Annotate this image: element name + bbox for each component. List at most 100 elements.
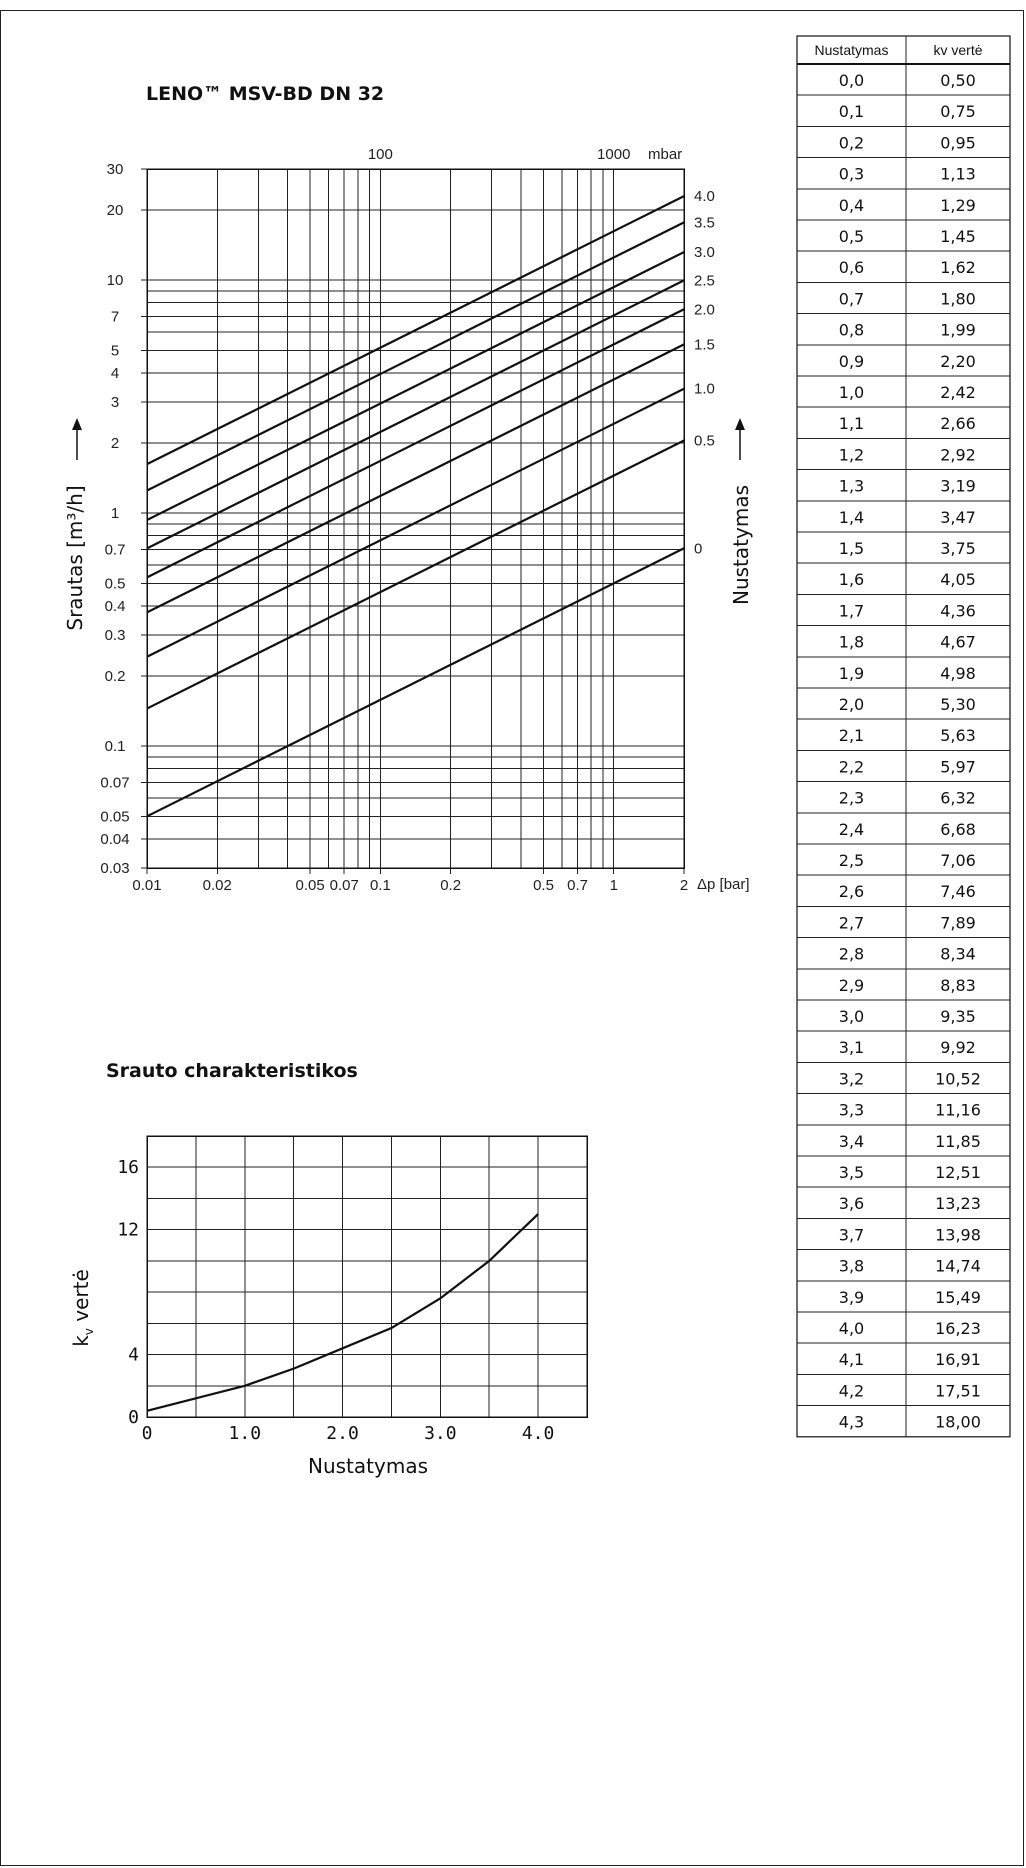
- table-cell: 1,7: [839, 601, 864, 620]
- table-cell: 2,66: [940, 414, 976, 433]
- top-tick-label: 1000: [597, 146, 630, 163]
- y-tick-label: 4: [128, 1345, 139, 1366]
- table-cell: 1,99: [940, 321, 976, 340]
- series-line: [146, 439, 685, 710]
- x-tick-label: 0.07: [330, 877, 359, 894]
- flow-chart-ticks: 0.01 0.02 0.05 0.07 0.1 0.2 0.5 0.7 1 2 100 1000 30 2…: [100, 146, 688, 894]
- table-cell: 2,4: [839, 820, 864, 839]
- table-cell: 17,51: [935, 1381, 981, 1400]
- table-cell: 2,0: [839, 695, 864, 714]
- table-cell: 0,7: [839, 289, 864, 308]
- table-cell: 1,80: [940, 289, 976, 308]
- table-cell: 5,63: [940, 726, 976, 745]
- y-tick-label: 4: [111, 365, 119, 382]
- table-cell: 3,0: [839, 1007, 864, 1026]
- table-cell: 2,9: [839, 976, 864, 995]
- series-label: 2.0: [694, 301, 715, 318]
- table-cell: 3,3: [839, 1101, 864, 1120]
- right-axis-arrow: [735, 418, 745, 460]
- x-tick-label: 0.5: [533, 877, 554, 894]
- table-cell: 2,6: [839, 882, 864, 901]
- y-tick-label: 2: [111, 435, 119, 452]
- x-tick-label: 0.7: [567, 877, 588, 894]
- y-tick-label: 30: [107, 161, 124, 178]
- x-tick-label: 0.2: [440, 877, 461, 894]
- y-tick-label: 0.5: [105, 575, 126, 592]
- table-cell: 2,3: [839, 789, 864, 808]
- series-label: 3.5: [694, 214, 715, 231]
- table-cell: 3,2: [839, 1069, 864, 1088]
- y-tick-label: 0.7: [105, 541, 126, 558]
- kv-curve: [146, 1213, 539, 1412]
- table-cell: 0,9: [839, 352, 864, 371]
- table-cell: 4,3: [839, 1413, 864, 1432]
- table-cell: 13,98: [935, 1225, 981, 1244]
- table-cell: 3,9: [839, 1288, 864, 1307]
- table-cell: 0,8: [839, 321, 864, 340]
- y-tick-label: 0.05: [100, 808, 129, 825]
- y-tick-label: 0.07: [100, 774, 129, 791]
- table-cell: 8,34: [940, 945, 976, 964]
- table-cell: 1,9: [839, 664, 864, 683]
- table-cell: 0,5: [839, 227, 864, 246]
- table-cell: 0,50: [940, 71, 976, 90]
- table-cell: 4,05: [940, 570, 976, 589]
- table-cell: 3,4: [839, 1132, 864, 1151]
- flow-chart-y-axis-title: Srautas [m³/h]: [63, 485, 87, 630]
- table-cell: 3,7: [839, 1225, 864, 1244]
- table-cell: 0,3: [839, 165, 864, 184]
- table-cell: 2,20: [940, 352, 976, 371]
- flow-chart-title: LENO™ MSV-BD DN 32: [146, 83, 384, 105]
- series-line: [146, 343, 685, 614]
- table-cell: 6,68: [940, 820, 976, 839]
- table-cell: 4,98: [940, 664, 976, 683]
- table-cell: 1,62: [940, 258, 976, 277]
- series-label: 0: [694, 540, 702, 557]
- series-label: 3.0: [694, 244, 715, 261]
- series-label: 0.5: [694, 433, 715, 450]
- table-cell: 3,8: [839, 1257, 864, 1276]
- table-cell: 1,5: [839, 539, 864, 558]
- table-cell: 2,7: [839, 913, 864, 932]
- table-cell: 15,49: [935, 1288, 981, 1307]
- table-cell: 5,97: [940, 757, 976, 776]
- characteristic-chart-title: Srauto charakteristikos: [106, 1060, 358, 1082]
- table-cell: 5,30: [940, 695, 976, 714]
- y-axis-label: Srautas [m³/h]: [63, 485, 87, 630]
- table-cell: 2,92: [940, 445, 976, 464]
- table-cell: 16,23: [935, 1319, 981, 1338]
- characteristic-chart-line: [146, 1213, 539, 1412]
- table-cell: 4,2: [839, 1381, 864, 1400]
- table-cell: 2,5: [839, 851, 864, 870]
- table-cell: 4,67: [940, 633, 976, 652]
- table-cell: 1,6: [839, 570, 864, 589]
- x-axis-label: Δp [bar]: [697, 876, 750, 893]
- table-cell: 0,95: [940, 133, 976, 152]
- y-tick-label: 12: [117, 1220, 139, 1241]
- series-line: [146, 221, 685, 492]
- table-cell: 3,5: [839, 1163, 864, 1182]
- series-line: [146, 195, 685, 466]
- y-axis-arrow: [72, 418, 82, 460]
- kv-table: Nustatymas kv vertė 0,0 0,50 0,1 0,75 0,2 0,95 0…: [796, 35, 1011, 1438]
- table-cell: 18,00: [935, 1413, 981, 1432]
- series-label: 4.0: [694, 188, 715, 205]
- table-cell: 9,92: [940, 1038, 976, 1057]
- flow-chart-grid: [146, 168, 685, 869]
- table-cell: 8,83: [940, 976, 976, 995]
- table-cell: 1,13: [940, 165, 976, 184]
- table-cell: 3,75: [940, 539, 976, 558]
- y-tick-label: 0.3: [105, 627, 126, 644]
- x-tick-label: 0.05: [296, 877, 325, 894]
- table-cell: 11,85: [935, 1132, 981, 1151]
- table-cell: 1,1: [839, 414, 864, 433]
- y-tick-label: 7: [111, 308, 119, 325]
- table-cell: 0,6: [839, 258, 864, 277]
- table-cell: 2,42: [940, 383, 976, 402]
- table-cell: 12,51: [935, 1163, 981, 1182]
- y-tick-label: 0.2: [105, 668, 126, 685]
- table-cell: 1,3: [839, 477, 864, 496]
- right-axis-title: Nustatymas: [729, 485, 753, 605]
- table-cell: 14,74: [935, 1257, 981, 1276]
- table-cell: 0,75: [940, 102, 976, 121]
